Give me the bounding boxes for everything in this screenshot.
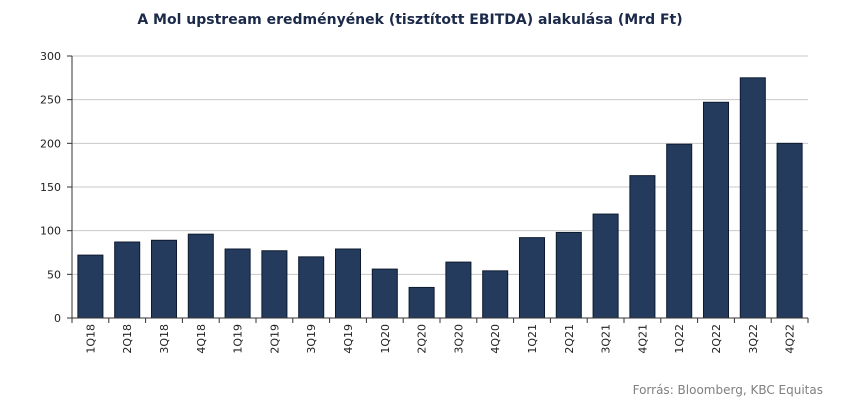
bar-1Q18 bbox=[77, 254, 104, 319]
x-tick-label: 3Q19 bbox=[305, 324, 318, 354]
bar-4Q20 bbox=[482, 270, 509, 319]
x-tick-label: 1Q22 bbox=[673, 324, 686, 354]
bar-2Q19 bbox=[261, 250, 288, 319]
source-note: Forrás: Bloomberg, KBC Equitas bbox=[632, 383, 823, 397]
x-tick-label: 4Q19 bbox=[342, 324, 355, 354]
x-tick-label: 4Q22 bbox=[784, 324, 797, 354]
bar-3Q18 bbox=[150, 239, 178, 319]
bar-1Q22 bbox=[666, 143, 693, 319]
y-tick-label: 200 bbox=[40, 137, 61, 150]
bar-3Q22 bbox=[739, 77, 766, 319]
y-tick-label: 0 bbox=[54, 312, 61, 325]
bar-2Q21 bbox=[555, 231, 582, 319]
x-tick-label: 3Q20 bbox=[452, 324, 465, 354]
bar-3Q20 bbox=[445, 261, 472, 319]
bar-2Q18 bbox=[114, 241, 141, 319]
bar-4Q18 bbox=[187, 233, 214, 319]
x-tick-label: 2Q19 bbox=[268, 324, 281, 354]
axes bbox=[67, 55, 809, 323]
x-tick-label: 2Q22 bbox=[710, 324, 723, 354]
bar-2Q20 bbox=[408, 286, 435, 319]
x-tick-label: 4Q18 bbox=[195, 324, 208, 354]
y-tick-label: 100 bbox=[40, 225, 61, 238]
x-tick-label: 1Q19 bbox=[232, 324, 245, 354]
x-tick-label: 1Q20 bbox=[379, 324, 392, 354]
bar-2Q22 bbox=[702, 101, 730, 319]
x-tick-label: 1Q21 bbox=[526, 324, 539, 354]
x-tick-label: 3Q22 bbox=[747, 324, 760, 354]
y-tick-label: 50 bbox=[47, 268, 61, 281]
y-tick-label: 300 bbox=[40, 50, 61, 63]
bar-1Q19 bbox=[224, 248, 251, 319]
bar-1Q20 bbox=[371, 268, 398, 319]
x-tick-label: 2Q20 bbox=[416, 324, 429, 354]
bar-4Q19 bbox=[334, 248, 362, 319]
x-tick-label: 2Q21 bbox=[563, 324, 576, 354]
gridlines bbox=[72, 55, 808, 275]
x-tick-label: 4Q21 bbox=[636, 324, 649, 354]
bar-3Q19 bbox=[298, 256, 325, 319]
bars bbox=[77, 77, 803, 319]
y-tick-label: 150 bbox=[40, 181, 61, 194]
bar-3Q21 bbox=[592, 213, 619, 319]
x-tick-label: 3Q18 bbox=[158, 324, 171, 354]
x-tick-labels: 1Q18 2Q18 3Q18 4Q18 1Q19 2Q19 3Q19 4Q19 1Q20 2Q20… bbox=[84, 324, 796, 354]
x-tick-label: 2Q18 bbox=[121, 324, 134, 354]
x-tick-label: 1Q18 bbox=[84, 324, 97, 354]
x-tick-label: 3Q21 bbox=[600, 324, 613, 354]
y-tick-labels: 0 50 100 150 200 250 300 bbox=[40, 50, 61, 325]
bar-4Q21 bbox=[629, 175, 656, 319]
x-tick-label: 4Q20 bbox=[489, 324, 502, 354]
bar-1Q21 bbox=[518, 237, 546, 319]
bar-4Q22 bbox=[776, 142, 803, 319]
chart-title: A Mol upstream eredményének (tisztított … bbox=[137, 12, 683, 28]
y-tick-label: 250 bbox=[40, 94, 61, 107]
